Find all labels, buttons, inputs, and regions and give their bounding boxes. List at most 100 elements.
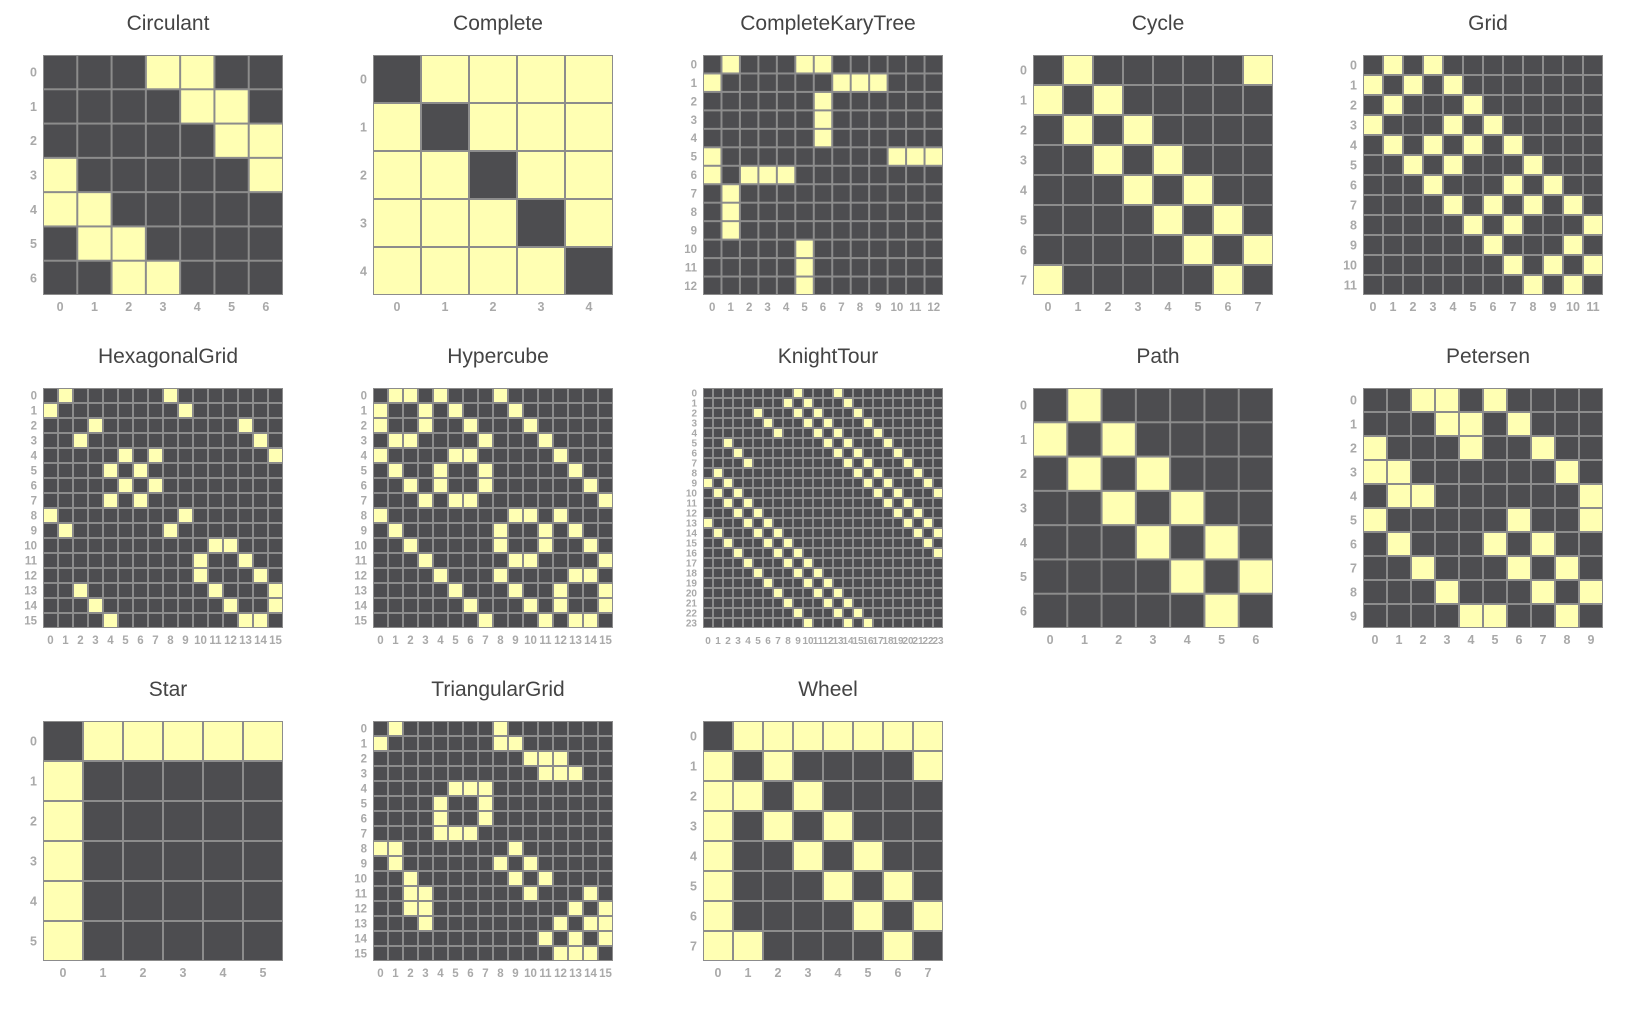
- matrix-cell-empty: [224, 554, 237, 567]
- x-tick-label: 9: [512, 635, 518, 647]
- matrix-cell-empty: [1504, 156, 1522, 174]
- matrix-cell-empty: [884, 599, 892, 607]
- matrix-cell-empty: [1424, 236, 1442, 254]
- matrix-cell-empty: [59, 434, 72, 447]
- matrix-panel: HexagonalGrid 0 0 1 1 2 2 3 3 4 4 5 5 6 6 7 7 8 8 9 9 10 10 11 1…: [10, 333, 326, 651]
- matrix-cell-empty: [874, 599, 882, 607]
- matrix-cell-empty: [434, 932, 447, 945]
- y-tick-label: 6: [691, 449, 697, 460]
- matrix-cell-empty: [419, 569, 432, 582]
- matrix-cell-edge: [924, 519, 932, 527]
- matrix-cell-empty: [924, 619, 932, 627]
- x-tick-label: 1: [1396, 633, 1403, 647]
- matrix-cell-edge: [470, 248, 516, 294]
- matrix-cell-empty: [539, 917, 552, 930]
- matrix-cell-edge: [764, 579, 772, 587]
- matrix-cell-empty: [584, 599, 597, 612]
- matrix-cell-empty: [524, 479, 537, 492]
- matrix-cell-edge: [374, 449, 387, 462]
- matrix-cell-empty: [1424, 276, 1442, 294]
- matrix-cell-edge: [539, 767, 552, 780]
- matrix-cell-empty: [1444, 96, 1462, 114]
- matrix-cell-edge: [814, 92, 832, 110]
- matrix-cell-edge: [884, 499, 892, 507]
- matrix-cell-empty: [894, 479, 902, 487]
- matrix-cell-edge: [724, 439, 732, 447]
- matrix-cell-empty: [464, 539, 477, 552]
- matrix-cell-empty: [149, 494, 162, 507]
- matrix-cell-empty: [524, 539, 537, 552]
- matrix-cell-empty: [164, 419, 177, 432]
- matrix-cell-empty: [509, 434, 522, 447]
- matrix-cell-edge: [844, 599, 852, 607]
- matrix-cell-empty: [704, 589, 712, 597]
- matrix-cell-empty: [1184, 116, 1212, 144]
- matrix-cell-empty: [884, 449, 892, 457]
- matrix-cell-empty: [724, 489, 732, 497]
- matrix-cell-empty: [854, 489, 862, 497]
- x-tick-label: 2: [746, 302, 752, 314]
- matrix-cell-empty: [239, 509, 252, 522]
- matrix-cell-edge: [422, 152, 468, 198]
- matrix-cell-edge: [1424, 136, 1442, 154]
- matrix-cell-empty: [1171, 594, 1204, 627]
- matrix-cell-empty: [479, 767, 492, 780]
- matrix-cell-empty: [704, 419, 712, 427]
- matrix-cell-edge: [1564, 276, 1582, 294]
- matrix-cell-empty: [914, 569, 922, 577]
- matrix-cell-empty: [494, 872, 507, 885]
- matrix-cell-empty: [89, 614, 102, 627]
- matrix-cell-empty: [419, 449, 432, 462]
- matrix-cell-empty: [524, 902, 537, 915]
- matrix-cell-empty: [734, 439, 742, 447]
- matrix-cell-empty: [884, 409, 892, 417]
- y-tick-label: 1: [1020, 433, 1027, 447]
- matrix-cell-empty: [164, 922, 202, 960]
- matrix-cell-empty: [1034, 389, 1067, 422]
- matrix-cell-empty: [434, 539, 447, 552]
- matrix-cell-empty: [704, 529, 712, 537]
- matrix-cell-empty: [389, 737, 402, 750]
- matrix-cell-empty: [374, 464, 387, 477]
- matrix-cell-empty: [1484, 76, 1502, 94]
- x-tick-label: 12: [822, 636, 834, 647]
- matrix-cell-empty: [844, 529, 852, 537]
- matrix-cell-empty: [374, 917, 387, 930]
- matrix-cell-edge: [1564, 196, 1582, 214]
- matrix-cell-empty: [914, 872, 942, 900]
- x-tick-label: 4: [220, 966, 227, 980]
- matrix-cell-edge: [824, 812, 852, 840]
- matrix-cell-empty: [164, 762, 202, 800]
- matrix-cell-empty: [1436, 437, 1458, 459]
- matrix-cell-empty: [539, 389, 552, 402]
- matrix-cell-empty: [374, 872, 387, 885]
- matrix-cell-empty: [804, 479, 812, 487]
- matrix-cell-empty: [1580, 437, 1602, 459]
- matrix-cell-empty: [844, 419, 852, 427]
- matrix-cell-empty: [149, 614, 162, 627]
- matrix-cell-empty: [524, 389, 537, 402]
- matrix-cell-edge: [1184, 176, 1212, 204]
- matrix-cell-empty: [774, 619, 782, 627]
- matrix-cell-empty: [509, 947, 522, 960]
- matrix-cell-empty: [134, 599, 147, 612]
- matrix-cell-empty: [1154, 176, 1182, 204]
- matrix-cell-empty: [740, 92, 758, 110]
- matrix-cell-empty: [1464, 116, 1482, 134]
- matrix-cell-empty: [1244, 176, 1272, 204]
- matrix-cell-empty: [374, 56, 420, 102]
- matrix-cell-empty: [464, 554, 477, 567]
- matrix-cell-empty: [524, 872, 537, 885]
- matrix-cell-empty: [870, 129, 887, 147]
- matrix-cell-empty: [722, 277, 739, 294]
- x-tick-label: 5: [801, 302, 808, 314]
- y-tick-label: 2: [1350, 99, 1357, 113]
- matrix-cell-empty: [146, 158, 180, 192]
- matrix-cell-empty: [894, 559, 902, 567]
- matrix-cell-empty: [722, 148, 739, 165]
- matrix-cell-edge: [1584, 216, 1602, 234]
- adjacency-matrix: 0011223344556677889910101111121213131414…: [24, 388, 283, 647]
- matrix-cell-empty: [754, 399, 762, 407]
- matrix-cell-empty: [740, 111, 758, 128]
